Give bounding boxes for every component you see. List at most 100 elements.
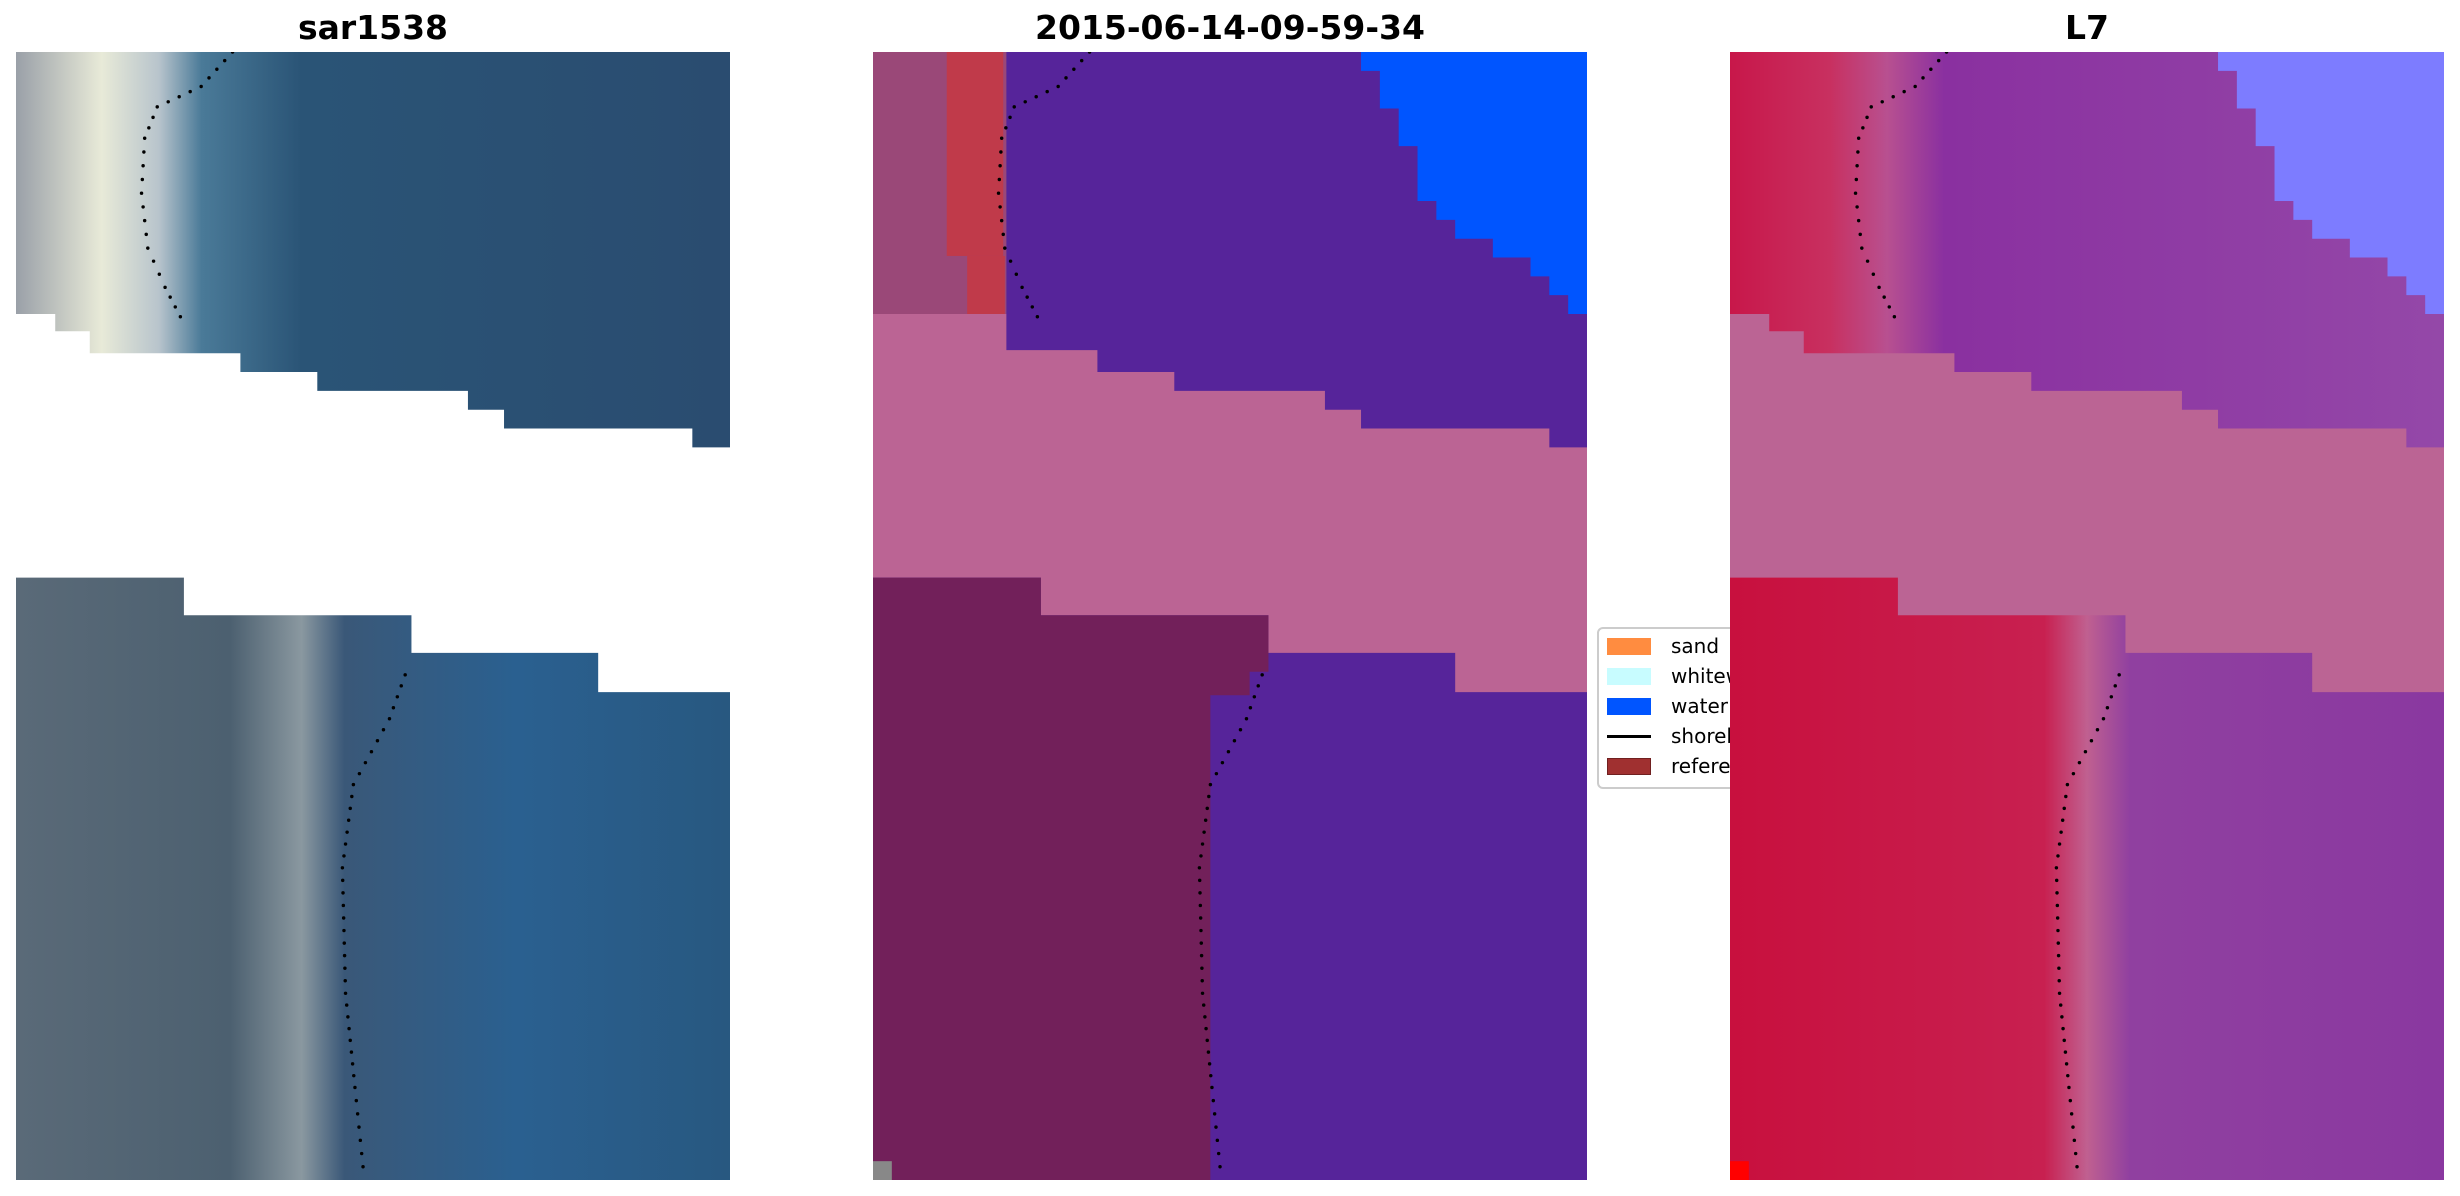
- shoreline-point: [2065, 782, 2070, 787]
- shoreline-point: [358, 1138, 363, 1143]
- shoreline-point: [1198, 916, 1203, 920]
- shoreline-point: [381, 728, 386, 732]
- shoreline-point: [157, 272, 162, 276]
- shoreline-point: [2072, 1138, 2077, 1143]
- lightblue-region: [2218, 52, 2444, 314]
- legend-label: water: [1671, 694, 1728, 718]
- band-region: [873, 313, 1587, 693]
- shoreline-point: [1853, 191, 1858, 195]
- shoreline-point: [2057, 979, 2061, 983]
- shoreline-point: [2056, 941, 2061, 945]
- shoreline-point: [352, 1073, 356, 1078]
- shoreline-point: [1012, 105, 1016, 109]
- shoreline-point: [391, 706, 396, 710]
- shoreline-point: [1200, 842, 1205, 846]
- shoreline-point: [2105, 706, 2110, 710]
- shoreline-point: [349, 1050, 354, 1054]
- shoreline-point: [359, 1151, 364, 1156]
- shoreline-point: [1214, 771, 1219, 776]
- shoreline-point: [1045, 89, 1049, 94]
- shoreline-point: [1856, 150, 1860, 154]
- shoreline-point: [361, 1165, 365, 1169]
- shoreline-point: [1212, 1112, 1217, 1116]
- shoreline-point: [2083, 749, 2088, 754]
- shoreline-point: [2064, 1062, 2069, 1066]
- shoreline-point: [1865, 259, 1870, 263]
- shoreline-point: [1034, 94, 1038, 99]
- shoreline-point: [342, 928, 346, 933]
- shoreline-point: [1064, 76, 1068, 80]
- shoreline-point: [1921, 76, 1925, 80]
- shoreline-point: [142, 218, 147, 223]
- shoreline-point: [1244, 717, 1249, 721]
- shoreline-point: [357, 1125, 361, 1129]
- shoreline-point: [403, 673, 407, 677]
- shoreline-point: [2062, 806, 2066, 811]
- shoreline-point: [996, 191, 1001, 195]
- shoreline-point: [1248, 706, 1253, 710]
- shoreline-point: [147, 126, 151, 130]
- shoreline-point: [1882, 295, 1886, 299]
- shoreline-point: [222, 58, 227, 63]
- shoreline-point: [1030, 305, 1035, 309]
- shoreline-point: [2064, 794, 2068, 799]
- shoreline-point: [2056, 953, 2061, 958]
- shoreline-point: [1201, 1003, 1206, 1007]
- shoreline-point: [1887, 305, 1892, 309]
- shoreline-point: [2061, 1026, 2065, 1031]
- shoreline-point: [1892, 315, 1897, 319]
- shoreline-point: [999, 136, 1004, 141]
- shoreline-point: [1871, 272, 1876, 276]
- shoreline-point: [2095, 728, 2100, 732]
- shoreline-point: [1913, 84, 1917, 89]
- shoreline-point: [1204, 1026, 1208, 1031]
- shoreline-point: [2117, 673, 2121, 677]
- shoreline-point: [1220, 760, 1225, 765]
- shoreline-point: [178, 315, 183, 319]
- shoreline-point: [1944, 52, 1949, 54]
- shoreline-point: [142, 136, 147, 141]
- shoreline-point: [144, 232, 148, 237]
- shoreline-point: [1197, 866, 1202, 870]
- shoreline-point: [1205, 1038, 1209, 1043]
- nodata-region: [16, 313, 730, 693]
- shoreline-point: [163, 285, 167, 290]
- shoreline-point: [1199, 928, 1203, 933]
- shoreline-point: [346, 1015, 350, 1019]
- shoreline-point: [1856, 136, 1861, 141]
- shoreline-point: [1001, 232, 1005, 237]
- shoreline-point: [173, 305, 178, 309]
- shoreline-point: [2113, 684, 2117, 688]
- legend-item-sand: sand: [1607, 633, 1719, 659]
- shoreline-point: [1226, 749, 1231, 754]
- shoreline-point: [999, 218, 1004, 223]
- shoreline-point: [341, 916, 346, 920]
- shoreline-point: [2068, 1098, 2073, 1103]
- shoreline-point: [215, 67, 219, 71]
- shoreline-point: [2069, 1112, 2074, 1116]
- shoreline-point: [395, 695, 400, 699]
- shoreline-point: [2055, 891, 2059, 895]
- shoreline-point: [2057, 966, 2061, 970]
- shoreline-point: [342, 941, 347, 945]
- legend-label: sand: [1671, 634, 1720, 658]
- shoreline-point: [344, 1003, 349, 1007]
- shoreline-point: [355, 1112, 360, 1116]
- shoreline-point: [1880, 100, 1884, 104]
- legend-item-whitewater: whitew: [1607, 663, 1742, 689]
- shoreline-point: [1206, 1050, 1211, 1054]
- shoreline-point: [2063, 1050, 2068, 1054]
- shoreline-point: [1003, 246, 1007, 250]
- shoreline-point: [1215, 1138, 1220, 1143]
- shoreline-point: [343, 966, 347, 970]
- shoreline-point: [1238, 728, 1243, 732]
- shoreline-point: [341, 891, 345, 895]
- shoreline-point: [146, 246, 150, 250]
- shoreline-point: [1202, 830, 1206, 834]
- shoreline-point: [1023, 100, 1027, 104]
- shoreline-point: [1079, 58, 1084, 63]
- shoreline-point: [1214, 1125, 1218, 1129]
- shoreline-point: [998, 205, 1002, 209]
- legend-label: shoreli: [1671, 724, 1738, 748]
- shoreline-point: [2066, 1073, 2070, 1078]
